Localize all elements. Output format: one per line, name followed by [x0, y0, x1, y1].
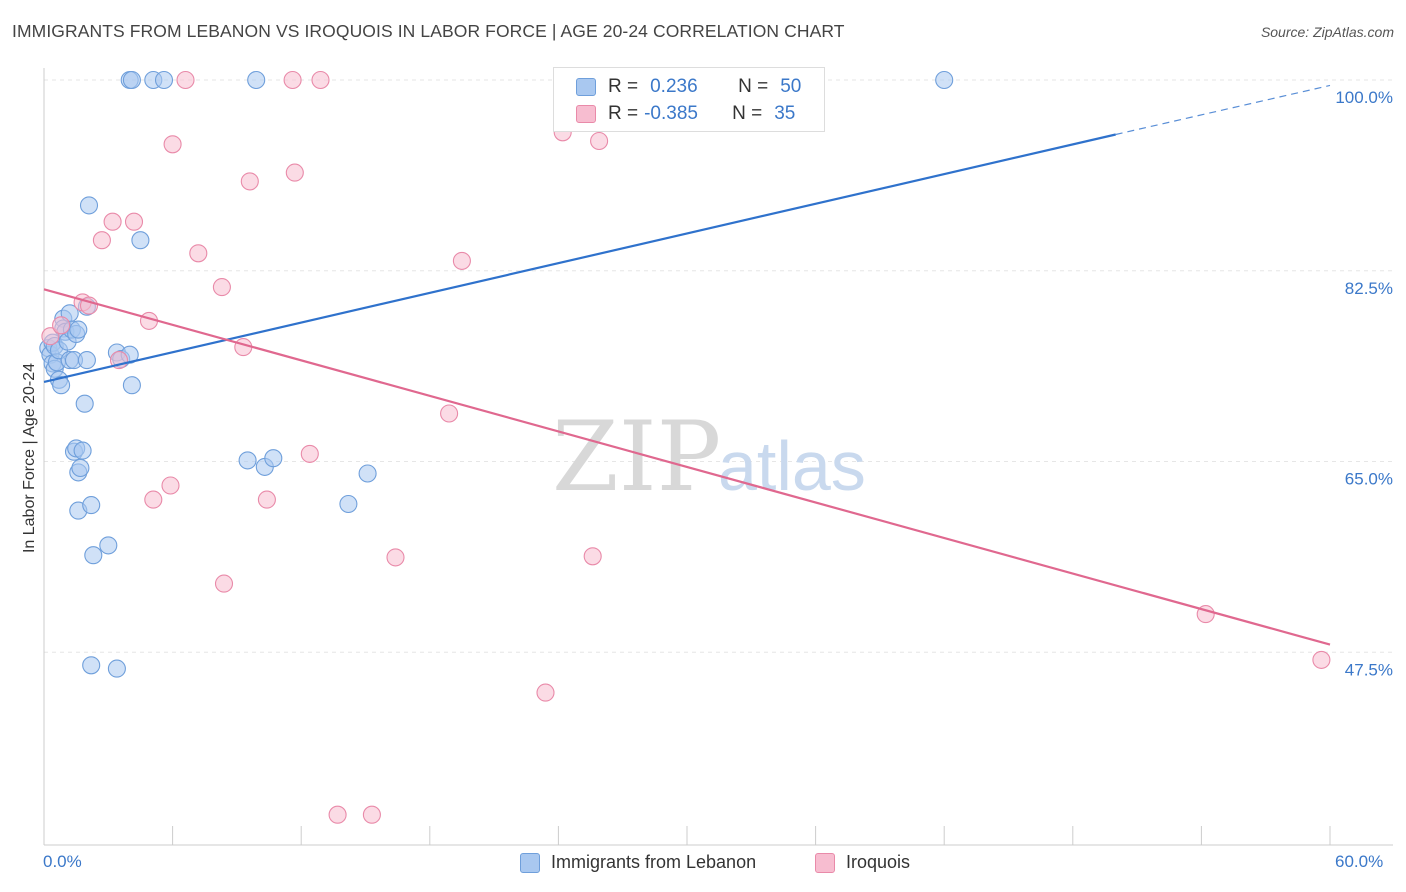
iroquois-point-9 [144, 490, 163, 509]
bottom-legend-lebanon: Immigrants from Lebanon [520, 852, 756, 873]
iroquois-point-27 [452, 251, 471, 270]
iroquois-point-22 [311, 70, 330, 90]
lebanon-point-19 [69, 320, 88, 339]
stats-legend: R = 0.236 N = 50 R = -0.385 N = 35 [553, 67, 825, 132]
watermark-atlas: atlas [718, 427, 866, 505]
iroquois-point-24 [362, 805, 381, 824]
lebanon-point-29 [79, 196, 99, 215]
lebanon-point-35 [107, 659, 126, 678]
iroquois-point-18 [257, 490, 276, 509]
y-tick-label-0: 100.0% [1335, 88, 1393, 107]
watermark-zip: ZIP [552, 401, 721, 513]
lebanon-trend-line [43, 133, 1116, 384]
y-tick-label-3: 47.5% [1345, 660, 1393, 679]
lebanon-point-49 [358, 464, 377, 483]
iroquois-point-0 [41, 327, 60, 346]
iroquois-point-30 [583, 547, 602, 566]
iroquois-point-17 [240, 172, 259, 191]
lebanon-point-27 [77, 351, 96, 370]
iroquois-trend-line [43, 288, 1331, 646]
legend-n-label-1: N = [738, 76, 769, 97]
legend-n-label-2: N = [732, 103, 763, 124]
lebanon-trend-extension [1115, 84, 1331, 136]
iroquois-point-15 [214, 574, 234, 593]
legend-r-value-1: 0.236 [650, 76, 698, 97]
x-tick-label-min: 0.0% [43, 852, 82, 871]
iroquois-point-28 [536, 683, 555, 702]
lebanon-point-26 [75, 394, 94, 413]
lebanon-point-43 [154, 70, 174, 90]
iroquois-point-10 [161, 476, 180, 495]
lebanon-point-9 [52, 376, 71, 395]
trend-layer [43, 84, 1331, 646]
bottom-legend-swatch-pink [815, 852, 835, 873]
legend-r-label-2: R = [608, 103, 639, 124]
lebanon-point-48 [339, 494, 358, 514]
bottom-legend-label-iroquois: Iroquois [846, 852, 911, 872]
iroquois-point-11 [163, 135, 182, 154]
iroquois-point-13 [189, 244, 208, 263]
legend-row-iroquois: R = -0.385 N = 35 [576, 101, 795, 127]
iroquois-point-31 [590, 131, 609, 151]
points-layer [39, 70, 1331, 824]
iroquois-point-5 [103, 212, 122, 231]
chart-source: Source: ZipAtlas.com [1260, 24, 1394, 40]
iroquois-point-25 [386, 548, 405, 567]
y-tick-label-2: 65.0% [1345, 470, 1393, 489]
bottom-legend-iroquois: Iroquois [815, 852, 910, 873]
lebanon-point-23 [71, 458, 90, 478]
lebanon-point-44 [247, 70, 266, 90]
legend-n-value-1: 50 [780, 76, 802, 97]
iroquois-point-20 [285, 163, 304, 182]
iroquois-point-33 [1312, 650, 1331, 669]
iroquois-point-1 [52, 316, 71, 335]
iroquois-point-14 [212, 278, 231, 297]
legend-swatch-pink [576, 105, 596, 123]
lebanon-point-38 [122, 376, 141, 395]
lebanon-point-30 [82, 496, 101, 515]
grid-layer [44, 79, 1392, 653]
lebanon-point-45 [238, 451, 257, 470]
iroquois-point-21 [300, 444, 319, 463]
axis-layer [43, 68, 1393, 846]
legend-r-value-2: -0.385 [644, 103, 698, 124]
y-tick-labels: 100.0% 82.5% 65.0% 47.5% [1335, 88, 1393, 679]
iroquois-point-19 [283, 70, 302, 90]
x-tick-label-max: 60.0% [1335, 852, 1384, 871]
lebanon-point-24 [73, 441, 92, 460]
lebanon-point-32 [82, 656, 101, 675]
iroquois-point-12 [176, 70, 195, 90]
lebanon-point-50 [935, 70, 954, 90]
legend-r-label-1: R = [608, 76, 639, 97]
iroquois-point-4 [92, 231, 111, 250]
legend-row-lebanon: R = 0.236 N = 50 [576, 74, 801, 100]
legend-n-value-2: 35 [774, 103, 796, 124]
iroquois-point-26 [440, 404, 459, 423]
lebanon-point-41 [122, 70, 141, 90]
chart-title: IMMIGRANTS FROM LEBANON VS IROQUOIS IN L… [12, 21, 845, 41]
iroquois-point-23 [328, 805, 347, 824]
iroquois-point-7 [124, 212, 144, 231]
legend-swatch-blue [576, 78, 596, 96]
y-tick-label-1: 82.5% [1345, 279, 1393, 298]
watermark: ZIP atlas [552, 401, 866, 513]
lebanon-point-39 [131, 231, 150, 250]
lebanon-point-33 [99, 536, 118, 555]
bottom-legend-swatch-blue [520, 852, 540, 873]
bottom-legend-label-lebanon: Immigrants from Lebanon [551, 852, 757, 872]
lebanon-point-47 [264, 449, 283, 468]
lebanon-point-31 [84, 546, 103, 565]
